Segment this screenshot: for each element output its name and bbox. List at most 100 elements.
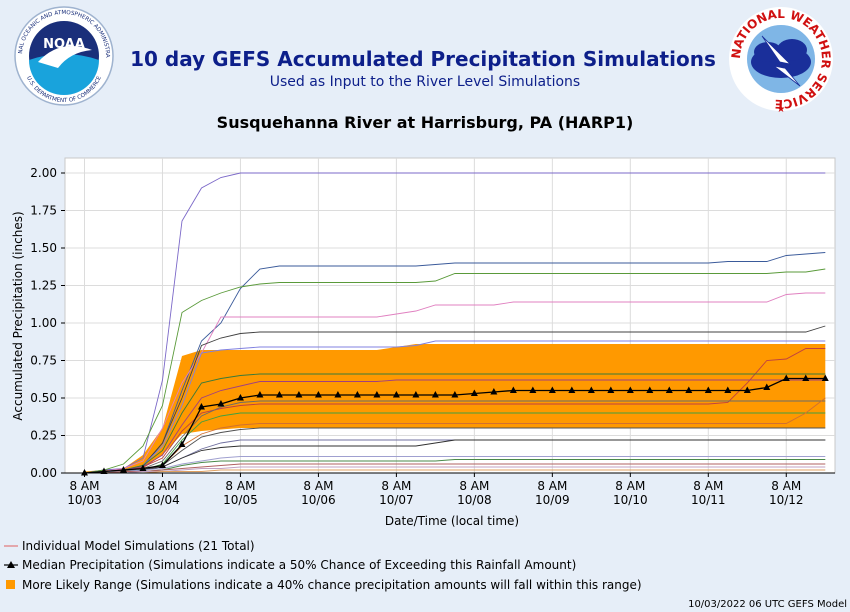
x-tick-label-date: 10/12 <box>769 493 804 507</box>
median-point <box>568 386 576 393</box>
x-tick-label-time: 8 AM <box>147 479 177 493</box>
x-tick-label-date: 10/10 <box>613 493 648 507</box>
y-tick-label: 1.75 <box>30 204 57 218</box>
model-series-15 <box>84 439 826 474</box>
median-point <box>626 386 634 393</box>
x-tick-label-date: 10/03 <box>67 493 102 507</box>
x-tick-label-time: 8 AM <box>459 479 489 493</box>
y-tick-label: 0.50 <box>30 391 57 405</box>
nws-star-icon: ★ <box>777 104 786 115</box>
median-point <box>392 391 400 398</box>
median-point <box>139 464 147 471</box>
x-tick-label-date: 10/11 <box>691 493 726 507</box>
legend-individual: Individual Model Simulations (21 Total) <box>22 539 255 553</box>
likely-range-band <box>84 344 826 473</box>
model-series-11 <box>84 412 826 474</box>
median-point <box>275 391 283 398</box>
x-tick-label-time: 8 AM <box>381 479 411 493</box>
x-tick-label-time: 8 AM <box>225 479 255 493</box>
y-tick-label: 2.00 <box>30 166 57 180</box>
y-tick-label: 0.00 <box>30 466 57 480</box>
median-point <box>607 386 615 393</box>
median-point <box>353 391 361 398</box>
median-point <box>256 391 264 398</box>
median-point <box>373 391 381 398</box>
median-point <box>548 386 556 393</box>
model-series-20 <box>84 469 826 474</box>
y-tick-label: 1.25 <box>30 279 57 293</box>
legend-range: More Likely Range (Simulations indicate … <box>22 578 642 592</box>
chart-subtitle: Used as Input to the River Level Simulat… <box>270 74 580 90</box>
model-series-12 <box>84 397 826 474</box>
median-point <box>646 386 654 393</box>
median-point <box>295 391 303 398</box>
median-point <box>314 391 322 398</box>
median-point <box>490 388 498 395</box>
median-layer <box>80 374 829 476</box>
noaa-logo-text: NOAA <box>43 37 85 52</box>
model-series-layer <box>84 172 826 474</box>
median-point <box>236 394 244 401</box>
legend: Individual Model Simulations (21 Total) … <box>4 539 642 592</box>
y-tick-label: 1.00 <box>30 316 57 330</box>
model-series-6 <box>84 340 826 474</box>
median-point <box>197 403 205 410</box>
median-point <box>470 389 478 396</box>
model-series-1 <box>84 172 826 474</box>
median-point <box>178 440 186 447</box>
median-point <box>100 467 108 474</box>
nws-logo: NATIONAL WEATHER SERVICE ★ <box>729 7 833 115</box>
median-point <box>665 386 673 393</box>
model-series-17 <box>84 459 826 474</box>
model-series-10 <box>84 400 826 474</box>
x-tick-label-time: 8 AM <box>693 479 723 493</box>
model-series-7 <box>84 348 826 474</box>
x-tick-label-date: 10/07 <box>379 493 414 507</box>
median-point <box>412 391 420 398</box>
x-tick-label-time: 8 AM <box>771 479 801 493</box>
median-point <box>119 466 127 473</box>
x-tick-label-time: 8 AM <box>615 479 645 493</box>
median-point <box>724 386 732 393</box>
median-point <box>821 374 829 381</box>
median-point <box>685 386 693 393</box>
median-point <box>431 391 439 398</box>
model-series-5 <box>84 325 826 474</box>
median-point <box>334 391 342 398</box>
median-point <box>217 400 225 407</box>
model-series-16 <box>84 456 826 474</box>
model-series-3 <box>84 268 826 474</box>
x-tick-label-date: 10/06 <box>301 493 336 507</box>
x-tick-label-time: 8 AM <box>537 479 567 493</box>
median-point <box>704 386 712 393</box>
y-tick-label: 1.50 <box>30 241 57 255</box>
y-axis-label: Accumulated Precipitation (inches) <box>11 211 25 420</box>
model-series-19 <box>84 466 826 474</box>
model-series-18 <box>84 463 826 474</box>
y-tick-label: 0.25 <box>30 429 57 443</box>
chart-title: 10 day GEFS Accumulated Precipitation Si… <box>130 47 716 71</box>
median-point <box>782 374 790 381</box>
y-tick-labels: 0.00 0.25 0.50 0.75 1.00 1.25 1.50 1.75 2.00 <box>30 166 65 480</box>
legend-median-triangle-icon <box>7 561 15 568</box>
model-series-2 <box>84 252 826 474</box>
legend-range-swatch <box>6 580 15 589</box>
x-tick-label-date: 10/05 <box>223 493 258 507</box>
median-point <box>80 469 88 476</box>
x-axis-label: Date/Time (local time) <box>385 514 519 528</box>
x-tick-label-time: 8 AM <box>69 479 99 493</box>
model-series-4 <box>84 292 826 474</box>
likely-range-layer <box>84 344 826 473</box>
x-tick-label-date: 10/04 <box>145 493 180 507</box>
median-point <box>763 383 771 390</box>
median-point <box>509 386 517 393</box>
model-run-footer: 10/03/2022 06 UTC GEFS Model <box>688 599 847 610</box>
median-point <box>451 391 459 398</box>
median-point <box>158 461 166 468</box>
model-series-13 <box>84 427 826 474</box>
x-tick-label-date: 10/08 <box>457 493 492 507</box>
x-tick-label-time: 8 AM <box>303 479 333 493</box>
model-series-8 <box>84 373 826 474</box>
legend-median: Median Precipitation (Simulations indica… <box>22 558 576 572</box>
y-tick-label: 0.75 <box>30 354 57 368</box>
